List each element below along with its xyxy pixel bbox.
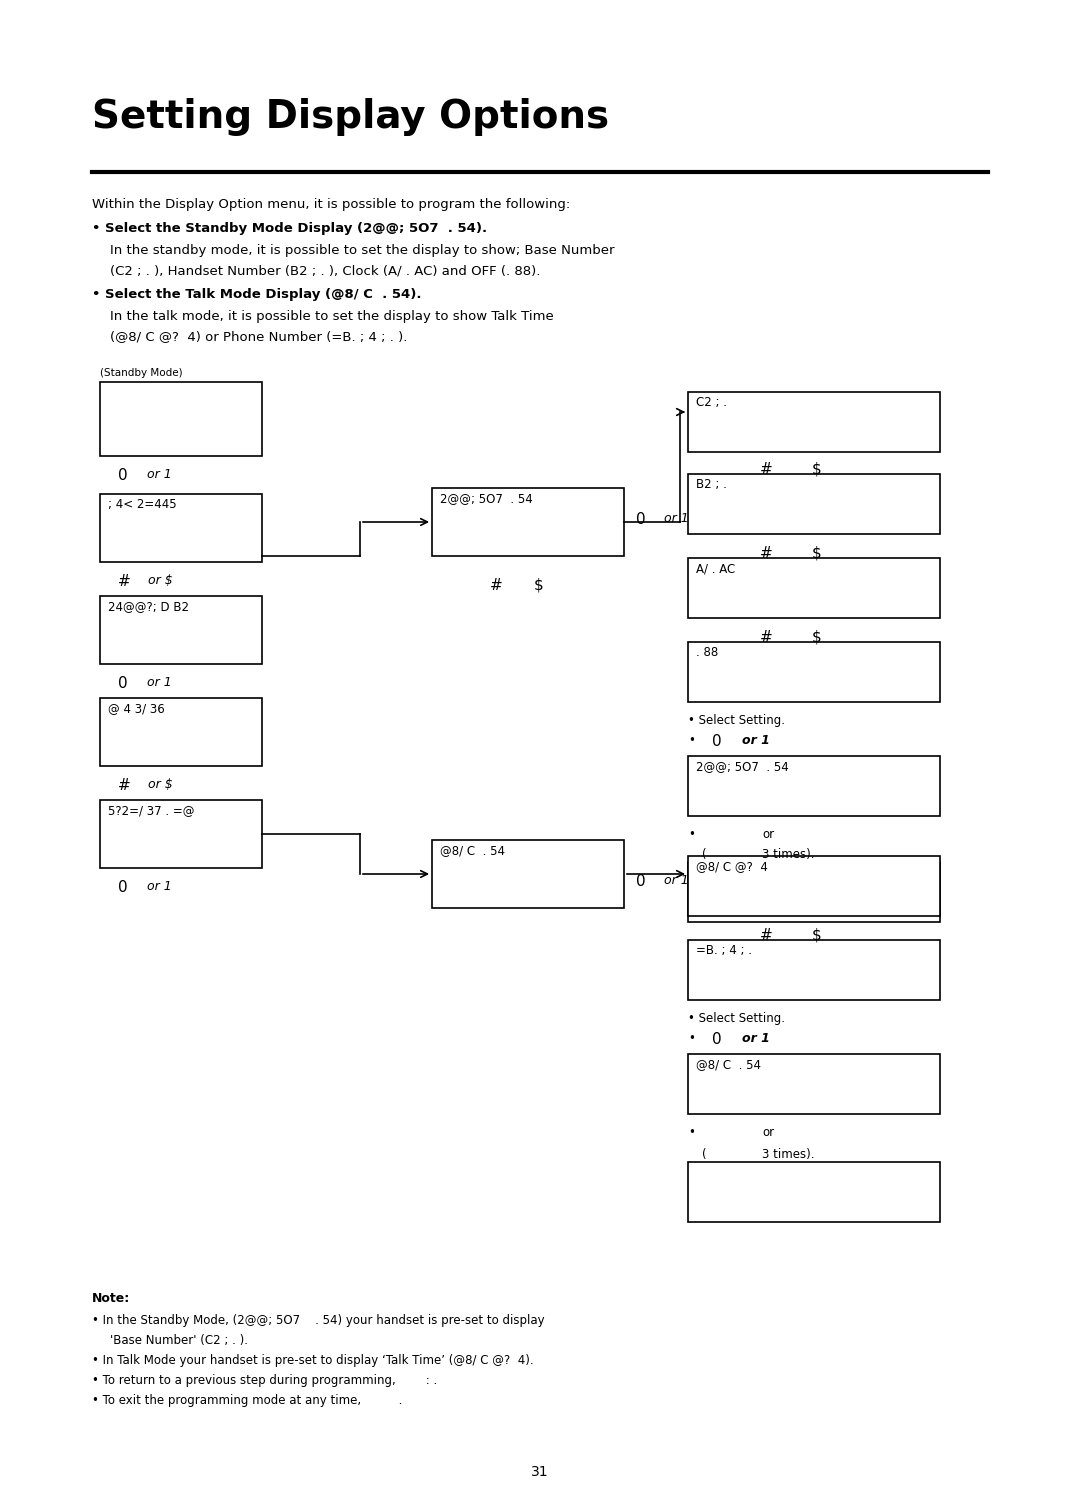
Text: 0: 0 bbox=[712, 733, 721, 748]
Text: 0: 0 bbox=[118, 468, 127, 483]
Text: • Select Setting.: • Select Setting. bbox=[688, 714, 785, 727]
Bar bbox=[100, 800, 262, 868]
Text: • To return to a previous step during programming,        : .: • To return to a previous step during pr… bbox=[92, 1375, 437, 1387]
Text: #: # bbox=[118, 779, 131, 794]
Text: or 1: or 1 bbox=[147, 468, 172, 481]
Text: 31: 31 bbox=[531, 1465, 549, 1479]
Text: or 1: or 1 bbox=[664, 512, 689, 525]
Text: @ 4 3/ 36: @ 4 3/ 36 bbox=[108, 702, 165, 715]
Text: 5?2=/ 37 . =@: 5?2=/ 37 . =@ bbox=[108, 804, 194, 816]
Text: Note:: Note: bbox=[92, 1292, 131, 1305]
Text: Within the Display Option menu, it is possible to program the following:: Within the Display Option menu, it is po… bbox=[92, 198, 570, 211]
Text: A/ . AC: A/ . AC bbox=[696, 561, 735, 575]
Bar bbox=[688, 558, 940, 619]
Text: #: # bbox=[760, 629, 773, 644]
Text: • Select the Talk Mode Display (@8/ C  . 54).: • Select the Talk Mode Display (@8/ C . … bbox=[92, 288, 421, 300]
Text: #: # bbox=[118, 573, 131, 589]
Text: or: or bbox=[762, 1126, 774, 1139]
Text: 24@@?; D B2: 24@@?; D B2 bbox=[108, 601, 189, 613]
Text: or 1: or 1 bbox=[664, 874, 689, 887]
Text: #: # bbox=[760, 928, 773, 943]
Text: (Standby Mode): (Standby Mode) bbox=[100, 368, 183, 377]
Bar bbox=[688, 862, 940, 922]
Text: #: # bbox=[490, 578, 503, 593]
Text: or $: or $ bbox=[148, 573, 173, 587]
Text: $: $ bbox=[812, 462, 822, 477]
Text: $: $ bbox=[812, 629, 822, 644]
Text: @8/ C  . 54: @8/ C . 54 bbox=[696, 1058, 761, 1071]
Text: 0: 0 bbox=[712, 1032, 721, 1047]
Text: C2 ; .: C2 ; . bbox=[696, 395, 727, 409]
Text: $: $ bbox=[812, 928, 822, 943]
Text: 0: 0 bbox=[118, 676, 127, 691]
Bar bbox=[100, 382, 262, 456]
Bar bbox=[100, 493, 262, 561]
Text: •: • bbox=[688, 1126, 694, 1139]
Text: • Select Setting.: • Select Setting. bbox=[688, 1013, 785, 1025]
Bar bbox=[100, 699, 262, 767]
Text: • Select the Standby Mode Display (2@@; 5O7  . 54).: • Select the Standby Mode Display (2@@; … bbox=[92, 222, 487, 235]
Bar bbox=[688, 474, 940, 534]
Text: •: • bbox=[688, 828, 694, 841]
Text: 0: 0 bbox=[636, 512, 646, 527]
Text: or: or bbox=[762, 828, 774, 841]
Bar bbox=[688, 856, 940, 916]
Text: @8/ C @?  4: @8/ C @? 4 bbox=[696, 860, 768, 874]
Text: B2 ; .: B2 ; . bbox=[696, 478, 727, 490]
Bar bbox=[688, 641, 940, 702]
Text: •: • bbox=[688, 733, 694, 747]
Text: 2@@; 5O7  . 54: 2@@; 5O7 . 54 bbox=[696, 761, 788, 773]
Text: . 88: . 88 bbox=[696, 646, 718, 659]
Bar bbox=[100, 596, 262, 664]
Text: $: $ bbox=[812, 546, 822, 561]
Text: • In the Standby Mode, (2@@; 5O7    . 54) your handset is pre-set to display: • In the Standby Mode, (2@@; 5O7 . 54) y… bbox=[92, 1314, 544, 1326]
Text: or 1: or 1 bbox=[147, 676, 172, 690]
Text: Setting Display Options: Setting Display Options bbox=[92, 98, 609, 136]
Bar bbox=[432, 487, 624, 555]
Text: • In Talk Mode your handset is pre-set to display ‘Talk Time’ (@8/ C @?  4).: • In Talk Mode your handset is pre-set t… bbox=[92, 1354, 534, 1367]
Text: 3 times).: 3 times). bbox=[762, 1148, 814, 1160]
Text: ; 4< 2=445: ; 4< 2=445 bbox=[108, 498, 177, 512]
Text: or 1: or 1 bbox=[742, 1032, 770, 1046]
Text: or 1: or 1 bbox=[147, 880, 172, 893]
Text: (: ( bbox=[702, 848, 706, 862]
Text: In the standby mode, it is possible to set the display to show; Base Number: In the standby mode, it is possible to s… bbox=[110, 244, 615, 257]
Text: 2@@; 5O7  . 54: 2@@; 5O7 . 54 bbox=[440, 492, 532, 506]
Text: (C2 ; . ), Handset Number (B2 ; . ), Clock (A/ . AC) and OFF (. 88).: (C2 ; . ), Handset Number (B2 ; . ), Clo… bbox=[110, 264, 540, 278]
Text: #: # bbox=[760, 462, 773, 477]
Text: or $: or $ bbox=[148, 779, 173, 791]
Text: =B. ; 4 ; .: =B. ; 4 ; . bbox=[696, 945, 752, 957]
Text: In the talk mode, it is possible to set the display to show Talk Time: In the talk mode, it is possible to set … bbox=[110, 309, 554, 323]
Text: (@8/ C @?  4) or Phone Number (=B. ; 4 ; . ).: (@8/ C @? 4) or Phone Number (=B. ; 4 ; … bbox=[110, 330, 407, 343]
Text: #: # bbox=[760, 546, 773, 561]
Text: • To exit the programming mode at any time,          .: • To exit the programming mode at any ti… bbox=[92, 1394, 403, 1406]
Text: @8/ C  . 54: @8/ C . 54 bbox=[440, 844, 505, 857]
Bar bbox=[688, 1162, 940, 1222]
Text: •: • bbox=[688, 1032, 694, 1046]
Bar bbox=[688, 1053, 940, 1114]
Text: 'Base Number' (C2 ; . ).: 'Base Number' (C2 ; . ). bbox=[110, 1334, 248, 1348]
Text: (: ( bbox=[702, 1148, 706, 1160]
Text: or 1: or 1 bbox=[742, 733, 770, 747]
Text: 3 times).: 3 times). bbox=[762, 848, 814, 862]
Bar bbox=[688, 392, 940, 453]
Bar bbox=[432, 841, 624, 908]
Text: 0: 0 bbox=[118, 880, 127, 895]
Text: $: $ bbox=[534, 578, 543, 593]
Bar bbox=[688, 756, 940, 816]
Text: 0: 0 bbox=[636, 874, 646, 889]
Bar bbox=[688, 940, 940, 1000]
